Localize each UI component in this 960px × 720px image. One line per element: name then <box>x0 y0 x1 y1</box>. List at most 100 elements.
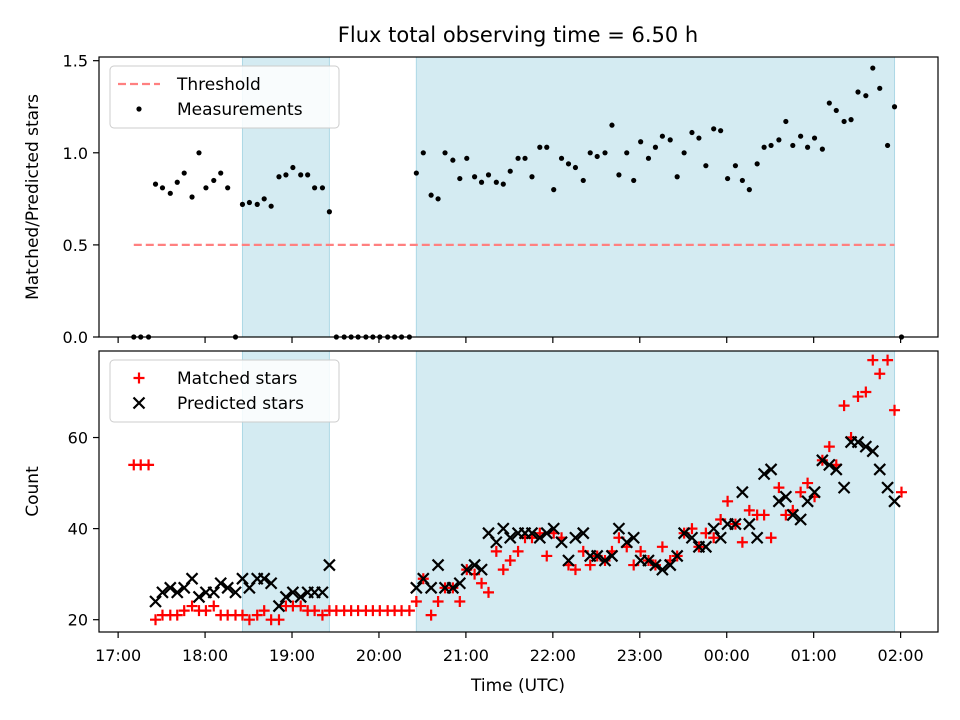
measurement-point <box>652 144 659 150</box>
matched-star-marker <box>504 554 516 566</box>
measurement-point <box>181 170 187 176</box>
y-tick-label: 1.0 <box>63 144 88 163</box>
matched-star-marker <box>541 550 553 562</box>
measurement-point <box>522 155 528 161</box>
predicted-star-marker <box>431 558 445 572</box>
matched-star-marker <box>708 532 720 544</box>
measurement-point <box>580 177 586 184</box>
predicted-star-marker <box>627 531 640 545</box>
measurement-point <box>420 150 426 156</box>
predicted-star-marker <box>699 540 713 554</box>
measurement-point <box>529 174 535 180</box>
legend-box <box>109 359 340 423</box>
measurement-point <box>442 150 448 156</box>
legend-box <box>109 65 340 129</box>
measurement-point <box>218 170 224 176</box>
matched-star-marker <box>171 609 183 621</box>
measurement-point <box>558 155 565 161</box>
matched-star-marker <box>490 545 502 557</box>
measurement-point <box>739 177 745 184</box>
predicted-star-marker <box>257 572 271 585</box>
measurement-point <box>732 163 739 169</box>
measurement-point <box>746 187 752 193</box>
measurement-point <box>312 185 318 191</box>
matched-star-marker <box>476 577 488 589</box>
measurement-point <box>478 179 485 185</box>
matched-star-marker <box>758 509 770 521</box>
legend-swatch <box>132 396 146 410</box>
predicted-star-marker <box>816 454 829 467</box>
legend-top: Threshold Measurements <box>109 65 340 129</box>
matched-star-marker <box>860 386 872 398</box>
predicted-star-marker <box>316 586 329 599</box>
y-axis-label-top: Matched/Predicted stars <box>23 94 43 300</box>
predicted-star-marker <box>221 581 234 595</box>
predicted-star-marker <box>808 485 821 499</box>
measurement-point <box>319 185 326 191</box>
predicted-star-marker <box>475 563 488 576</box>
measurement-point <box>602 150 608 156</box>
measurement-point <box>246 199 253 206</box>
predicted-star-marker <box>149 595 162 608</box>
predicted-star-marker <box>569 531 582 545</box>
y-ticks: 0.0 0.5 1.0 1.5 <box>63 52 99 347</box>
measurement-point <box>211 177 217 184</box>
measurement-point <box>500 181 506 187</box>
measurement-point <box>261 196 267 202</box>
measurement-point <box>225 185 231 191</box>
y-tick-label: 20 <box>68 611 88 630</box>
measurement-point <box>174 179 180 185</box>
measurement-point <box>638 139 644 145</box>
measurement-point <box>283 172 289 178</box>
measurement-point <box>674 174 680 180</box>
shaded-regions <box>241 57 896 337</box>
measurement-point <box>877 85 883 91</box>
matched-star-marker <box>867 354 879 366</box>
measurement-point <box>681 150 687 156</box>
measurement-point <box>616 172 622 178</box>
measurement-point <box>848 117 854 123</box>
predicted-star-marker <box>801 495 814 508</box>
matched-star-marker <box>889 404 901 416</box>
y-ticks: 20 40 60 <box>68 429 99 630</box>
measurement-point <box>159 185 166 191</box>
predicted-star-marker <box>888 495 901 508</box>
measurement-point <box>855 89 861 95</box>
measurement-point <box>450 157 456 163</box>
measurement-point <box>696 135 702 141</box>
predicted-star-marker <box>453 576 467 590</box>
measurement-point <box>761 144 767 150</box>
measurement-point <box>167 190 173 196</box>
predicted-star-marker <box>772 495 786 508</box>
x-tick-label: 19:00 <box>269 646 315 665</box>
predicted-star-marker <box>873 463 887 476</box>
predicted-star-marker <box>736 485 749 499</box>
x-ticks-top <box>117 337 902 343</box>
matched-star-marker <box>150 614 162 626</box>
predicted-star-marker <box>410 581 423 595</box>
predicted-star-marker <box>446 581 460 595</box>
measurement-point <box>798 133 804 139</box>
x-tick-label: 00:00 <box>704 646 750 665</box>
measurement-point <box>565 161 572 167</box>
predicted-star-marker <box>859 440 873 453</box>
measurement-point <box>659 133 665 139</box>
predicted-star-marker <box>642 554 655 567</box>
matched-star-marker <box>410 595 422 607</box>
x-tick-label: 21:00 <box>443 646 489 665</box>
x-tick-label: 20:00 <box>356 646 402 665</box>
matched-star-marker <box>208 600 220 612</box>
predicted-star-marker <box>707 522 720 535</box>
measurement-point <box>667 137 673 143</box>
measurement-point <box>239 201 246 207</box>
measurement-point <box>819 146 825 152</box>
predicted-star-marker <box>207 586 221 599</box>
measurement-point <box>290 164 296 171</box>
predicted-star-marker <box>156 586 169 599</box>
predicted-star-marker <box>229 586 242 599</box>
measurement-point <box>493 179 499 185</box>
matched-star-marker <box>765 532 777 544</box>
measurement-point <box>631 177 637 184</box>
predicted-star-marker <box>757 467 771 481</box>
x-axis-label: Time (UTC) <box>470 676 565 696</box>
